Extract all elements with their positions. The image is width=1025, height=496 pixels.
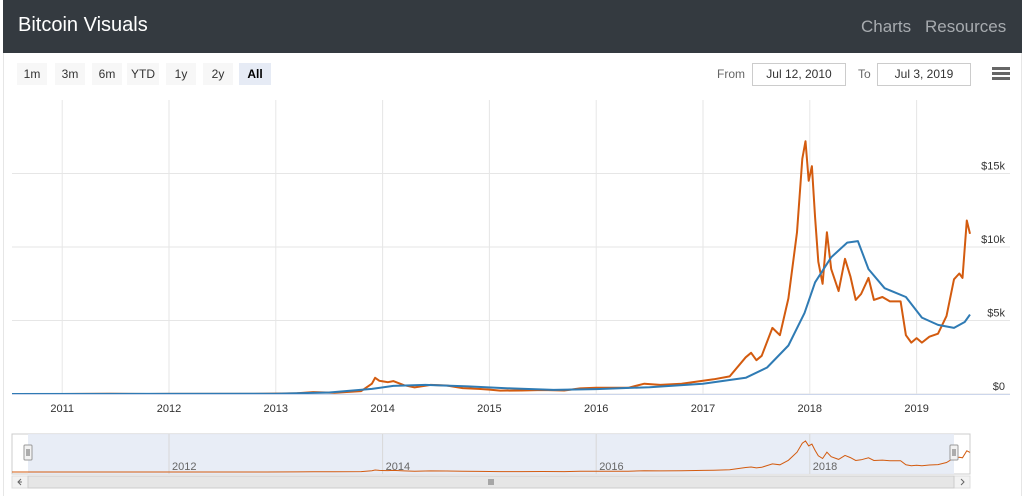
x-tick-label: 2012 [157, 403, 181, 415]
price-series-line[interactable] [12, 140, 971, 395]
brand-title[interactable]: Bitcoin Visuals [18, 14, 148, 36]
nav-resources-link[interactable]: Resources [925, 17, 1007, 36]
y-tick-label: $15k [981, 161, 1005, 173]
average-series-line[interactable] [11, 240, 971, 395]
navigator-series-line [12, 440, 971, 473]
series-layer [11, 140, 971, 395]
x-tick-label: 2013 [264, 403, 288, 415]
top-navbar: Bitcoin Visuals Charts Resources [3, 0, 1022, 53]
y-tick-label: $5k [987, 308, 1005, 320]
navigator-right-handle[interactable] [949, 444, 959, 461]
y-tick-label: $10k [981, 234, 1005, 246]
y-tick-label: $0 [993, 381, 1005, 393]
range-2y-button[interactable]: 2y [203, 63, 233, 85]
navigator-selection[interactable] [28, 434, 954, 474]
range-1y-button[interactable]: 1y [166, 63, 196, 85]
range-all-button[interactable]: All [239, 63, 271, 85]
x-tick-label: 2015 [477, 403, 501, 415]
scroll-left-arrow-icon[interactable] [17, 478, 22, 486]
nav-charts-link[interactable]: Charts [861, 17, 912, 36]
x-tick-label: 2016 [584, 403, 608, 415]
range-ytd-button[interactable]: YTD [127, 63, 159, 85]
axis-layer: 2011 2012 2013 2014 2015 2016 2017 2018 2019 $0 $5… [12, 161, 1010, 415]
range-6m-button[interactable]: 6m [92, 63, 122, 85]
navigator-tick-label: 2012 [172, 461, 196, 473]
range-1m-button[interactable]: 1m [17, 63, 47, 85]
x-tick-label: 2017 [691, 403, 715, 415]
from-date-input[interactable]: Jul 12, 2010 [752, 63, 846, 86]
navigator-tick-label: 2016 [599, 461, 623, 473]
navigator-tick-label: 2018 [813, 461, 837, 473]
scroll-right-arrow-icon[interactable] [960, 478, 965, 486]
hamburger-menu-icon[interactable] [992, 67, 1010, 81]
range-3m-button[interactable]: 3m [55, 63, 85, 85]
x-tick-label: 2018 [798, 403, 822, 415]
navigator-left-handle[interactable] [23, 444, 33, 461]
x-tick-label: 2014 [370, 403, 394, 415]
x-tick-label: 2019 [904, 403, 928, 415]
navigator: 2012 2014 2016 2018 [11, 433, 971, 489]
chart-card [3, 53, 1022, 496]
to-date-input[interactable]: Jul 3, 2019 [877, 63, 971, 86]
x-tick-label: 2011 [50, 403, 74, 415]
from-label: From [717, 67, 745, 81]
to-label: To [858, 67, 871, 81]
